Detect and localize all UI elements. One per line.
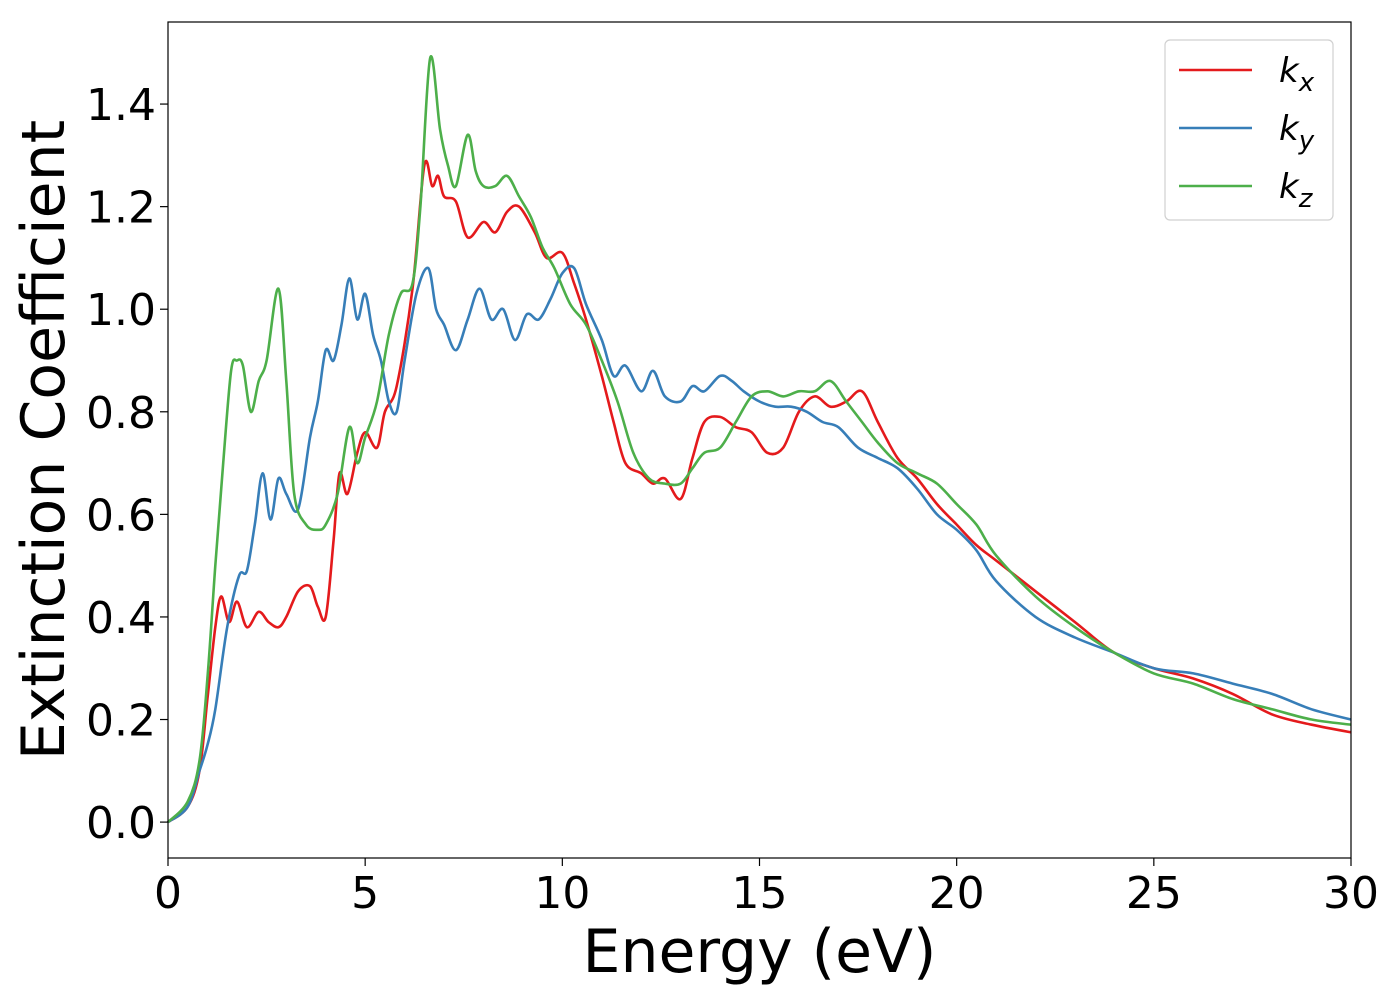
x-tick-label: 25 xyxy=(1126,868,1182,919)
x-tick-label: 15 xyxy=(732,868,788,919)
y-tick-label: 0.4 xyxy=(86,593,156,644)
x-tick-label: 5 xyxy=(351,868,379,919)
series-layer xyxy=(167,55,1352,824)
series-line-x xyxy=(167,160,1352,824)
x-tick-label: 0 xyxy=(154,868,182,919)
legend-label-z: kz xyxy=(1279,167,1314,214)
y-tick-label: 0.8 xyxy=(86,388,156,439)
y-tick-label: 0.6 xyxy=(86,490,156,541)
y-tick-label: 1.4 xyxy=(86,80,156,131)
y-tick-label: 1.2 xyxy=(86,183,156,234)
series-line-z xyxy=(167,55,1352,824)
y-axis: 0.0 0.2 0.4 0.6 0.8 1.0 1.2 1.4 xyxy=(86,80,168,849)
y-tick-label: 0.2 xyxy=(86,696,156,747)
y-axis-title: Extinction Coefficient xyxy=(9,120,79,760)
x-axis: 0 5 10 15 20 25 30 xyxy=(154,858,1379,919)
y-tick-label: 0.0 xyxy=(86,798,156,849)
legend: kx ky kz xyxy=(1164,39,1334,221)
series-line-y xyxy=(167,264,1352,824)
legend-box xyxy=(1164,39,1334,221)
x-tick-label: 20 xyxy=(929,868,985,919)
legend-label-y: ky xyxy=(1279,109,1315,156)
x-axis-title: Energy (eV) xyxy=(583,917,937,987)
x-tick-label: 10 xyxy=(534,868,590,919)
legend-label-x: kx xyxy=(1279,51,1315,98)
x-tick-label: 30 xyxy=(1323,868,1379,919)
y-tick-label: 1.0 xyxy=(86,285,156,336)
